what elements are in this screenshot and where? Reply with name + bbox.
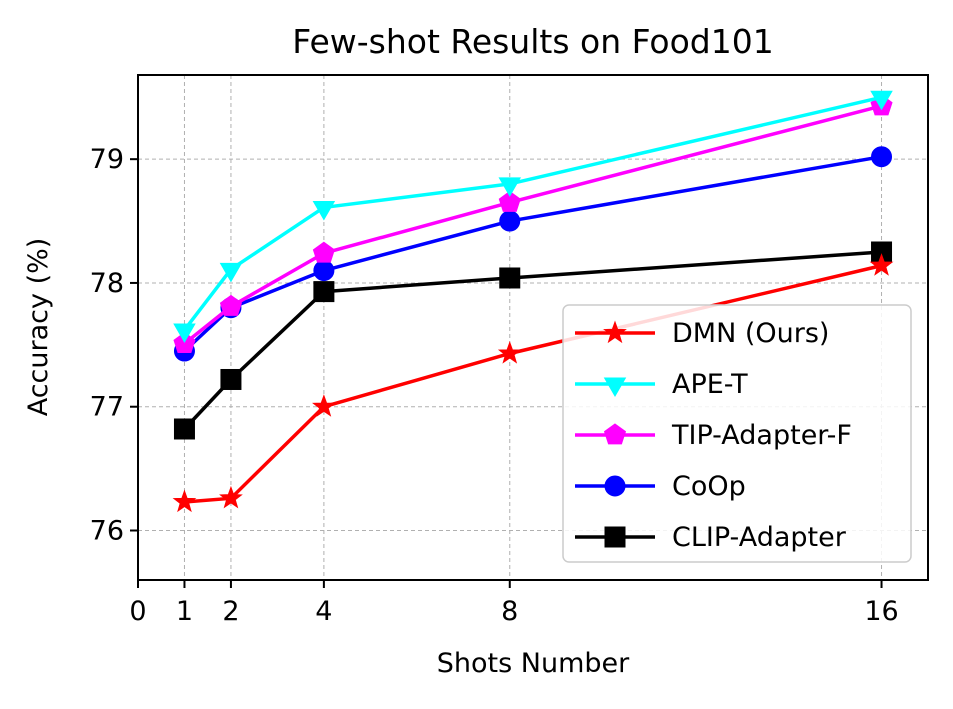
legend-marker [603, 377, 627, 398]
data-point [219, 262, 243, 283]
y-tick-label: 77 [90, 392, 124, 423]
data-point [313, 260, 335, 282]
x-axis-label: Shots Number [437, 648, 630, 679]
data-point [220, 368, 242, 390]
legend-marker [603, 320, 627, 344]
data-point [871, 146, 893, 168]
data-point [172, 489, 197, 513]
y-tick-label: 78 [90, 268, 124, 299]
x-tick-label: 0 [129, 596, 146, 627]
y-tick-label: 76 [90, 515, 124, 546]
legend-label: DMN (Ours) [672, 318, 829, 349]
data-point [869, 253, 894, 276]
y-axis-label: Accuracy (%) [23, 238, 54, 417]
series-ape-t [173, 90, 893, 343]
x-tick-label: 8 [501, 596, 518, 627]
x-tick-label: 4 [315, 596, 332, 627]
x-tick-label: 16 [864, 596, 898, 627]
data-point [870, 90, 893, 111]
y-tick-label: 79 [90, 144, 124, 175]
data-point [312, 200, 336, 221]
chart-title: Few-shot Results on Food101 [292, 22, 773, 61]
legend-item-clip-adapter: CLIP-Adapter [575, 522, 847, 553]
plot-frame [137, 74, 929, 581]
legend-item-ape-t: APE-T [575, 369, 748, 400]
x-tick-label: 1 [176, 596, 193, 627]
plot-area [172, 90, 894, 513]
data-point [173, 418, 195, 440]
legend-item-dmn-ours: DMN (Ours) [575, 318, 829, 349]
data-point [219, 485, 243, 509]
legend: DMN (Ours) APE-T TIP-Adapter-F CoOp CLIP-Ada… [562, 304, 912, 563]
data-point [498, 190, 521, 212]
data-point [498, 177, 522, 197]
legend-box [562, 304, 912, 563]
legend-label: APE-T [672, 369, 748, 400]
legend-label: CLIP-Adapter [672, 522, 847, 553]
legend-marker [604, 526, 626, 548]
x-tick-label: 2 [222, 596, 239, 627]
axis-ticks: 0 1 2 4 8 16 76 77 78 79 [90, 144, 899, 627]
data-point [499, 267, 521, 289]
data-point [312, 394, 336, 417]
legend-item-coop: CoOp [575, 471, 746, 502]
legend-marker [603, 423, 627, 445]
data-point [497, 341, 522, 364]
legend-item-tip-adapter-f: TIP-Adapter-F [575, 420, 852, 451]
data-point [313, 281, 335, 303]
legend-marker [604, 475, 626, 497]
data-point [173, 323, 196, 343]
data-point [312, 241, 335, 263]
legend-label: TIP-Adapter-F [671, 420, 852, 451]
data-point [499, 210, 521, 232]
data-point [219, 294, 242, 316]
legend-label: CoOp [672, 471, 746, 502]
series-clip-adapter [173, 241, 893, 440]
